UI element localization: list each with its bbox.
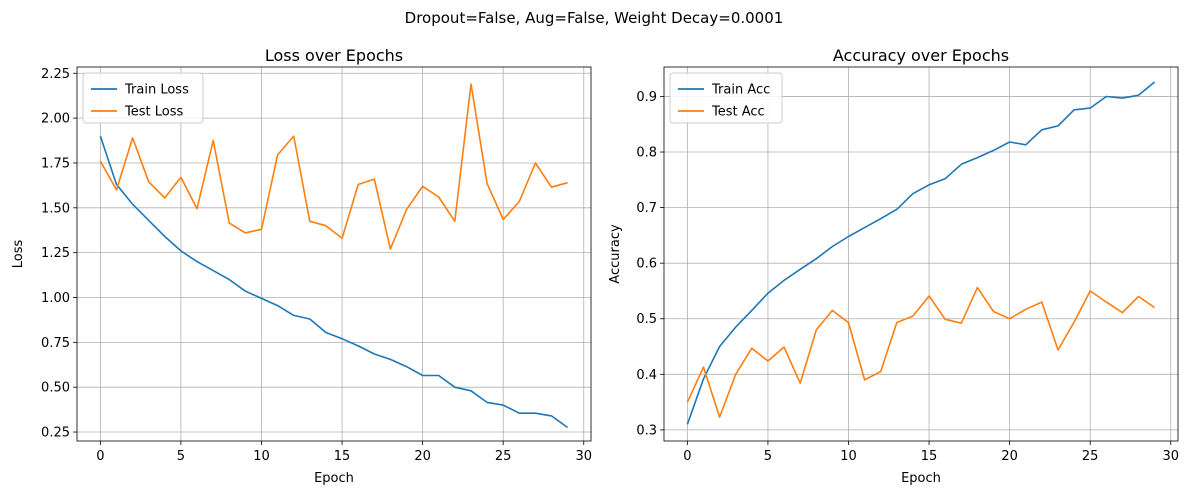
- legend-label: Test Loss: [124, 105, 183, 120]
- x-tick-label: 25: [1082, 449, 1099, 464]
- series-line-train-acc: [686, 81, 1156, 425]
- y-tick-label: 0.75: [41, 336, 70, 351]
- y-tick-label: 1.75: [41, 156, 70, 171]
- y-tick-label: 2.25: [41, 67, 70, 82]
- x-tick-label: 10: [840, 449, 857, 464]
- x-tick-label: 30: [1162, 449, 1179, 464]
- y-axis-label: Accuracy: [608, 224, 623, 284]
- plot-frame: [663, 66, 1179, 442]
- y-tick-label: 1.25: [41, 246, 70, 261]
- x-tick-label: 0: [683, 449, 691, 464]
- x-tick-label: 0: [96, 449, 104, 464]
- y-tick-label: 0.4: [636, 368, 657, 383]
- y-axis-label: Loss: [11, 240, 26, 269]
- y-tick-label: 1.50: [41, 201, 70, 216]
- x-tick-label: 5: [764, 449, 772, 464]
- series-line-test-acc: [686, 286, 1156, 418]
- loss-chart: 0 5 10 15 20 25 30 0.25 0.50 0.75 1.00 1.25 1.50 1.75…: [11, 46, 592, 486]
- x-tick-label: 20: [1001, 449, 1018, 464]
- y-tick-label: 0.8: [636, 146, 657, 161]
- y-tick-label: 2.00: [41, 112, 70, 127]
- y-tick-label: 0.7: [636, 201, 657, 216]
- legend-label: Test Acc: [711, 105, 765, 120]
- legend-label: Train Acc: [711, 83, 770, 98]
- x-tick-label: 15: [921, 449, 938, 464]
- y-tick-label: 0.3: [636, 423, 657, 438]
- series-line-train-loss: [99, 135, 569, 429]
- y-tick-label: 0.6: [636, 257, 657, 272]
- x-axis-label: Epoch: [314, 471, 354, 486]
- x-tick-label: 25: [495, 449, 512, 464]
- legend-label: Train Loss: [124, 83, 189, 98]
- y-tick-label: 0.5: [636, 312, 657, 327]
- chart-title: Accuracy over Epochs: [833, 46, 1009, 65]
- y-tick-label: 0.9: [636, 90, 657, 105]
- x-tick-label: 20: [414, 449, 431, 464]
- x-tick-label: 30: [575, 449, 592, 464]
- y-tick-label: 0.25: [41, 426, 70, 441]
- figure-suptitle: Dropout=False, Aug=False, Weight Decay=0…: [405, 9, 784, 27]
- x-tick-label: 10: [253, 449, 270, 464]
- y-tick-label: 1.00: [41, 291, 70, 306]
- x-axis-label: Epoch: [901, 471, 941, 486]
- y-tick-label: 0.50: [41, 381, 70, 396]
- accuracy-chart: 0 5 10 15 20 25 30 0.3 0.4 0.5 0.6 0.7 0.8 0.9 Accurac…: [608, 46, 1179, 486]
- chart-title: Loss over Epochs: [265, 46, 403, 65]
- x-tick-label: 15: [334, 449, 351, 464]
- x-tick-label: 5: [177, 449, 185, 464]
- series-line-test-loss: [99, 83, 568, 250]
- plot-frame: [76, 66, 592, 442]
